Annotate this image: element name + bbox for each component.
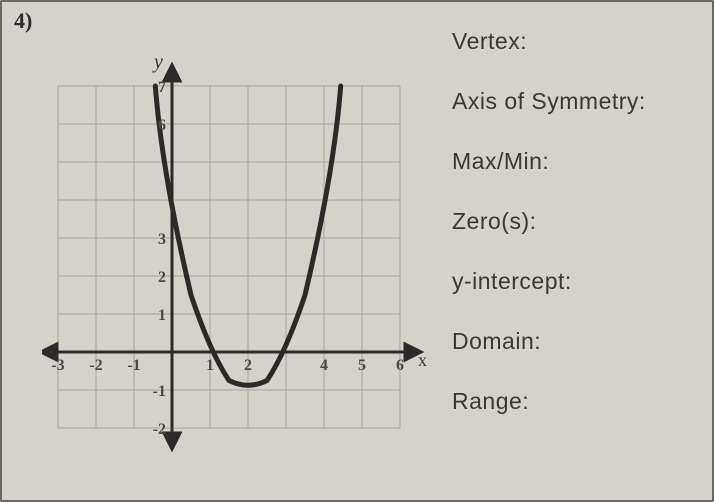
prompt-axis-symmetry: Axis of Symmetry: [452, 88, 702, 115]
y-tick: 6 [158, 117, 166, 134]
x-tick: 4 [320, 357, 328, 374]
parabola-graph: y x -3 -2 -1 1 2 4 5 6 -2 -1 1 2 3 6 [42, 22, 442, 462]
y-tick: 3 [158, 231, 166, 248]
x-tick: 1 [206, 357, 214, 374]
prompt-domain: Domain: [452, 328, 702, 355]
x-tick: -3 [51, 357, 64, 374]
x-tick-labels: -3 -2 -1 1 2 4 5 6 [51, 357, 404, 374]
x-tick: -2 [89, 357, 102, 374]
prompt-max-min: Max/Min: [452, 148, 702, 175]
worksheet-panel: 4) [0, 0, 714, 502]
prompt-zeros: Zero(s): [452, 208, 702, 235]
x-tick: 6 [396, 357, 404, 374]
x-tick: 2 [244, 357, 252, 374]
y-tick-labels: -2 -1 1 2 3 6 7 [153, 79, 166, 438]
y-tick: 2 [158, 269, 166, 286]
prompt-vertex: Vertex: [452, 28, 702, 55]
y-tick: 7 [158, 79, 166, 96]
x-tick: 5 [358, 357, 366, 374]
x-tick: -1 [127, 357, 140, 374]
prompt-range: Range: [452, 388, 702, 415]
problem-number: 4) [14, 8, 32, 34]
x-axis-label: x [418, 350, 427, 370]
y-tick: 1 [158, 307, 166, 324]
y-axis-label: y [152, 51, 163, 73]
graph-container: y x -3 -2 -1 1 2 4 5 6 -2 -1 1 2 3 6 [42, 22, 442, 462]
prompt-y-intercept: y-intercept: [452, 268, 702, 295]
y-tick: -1 [153, 383, 166, 400]
axes [48, 72, 414, 442]
y-tick: -2 [153, 421, 166, 438]
prompt-list: Vertex: Axis of Symmetry: Max/Min: Zero(… [452, 28, 702, 415]
